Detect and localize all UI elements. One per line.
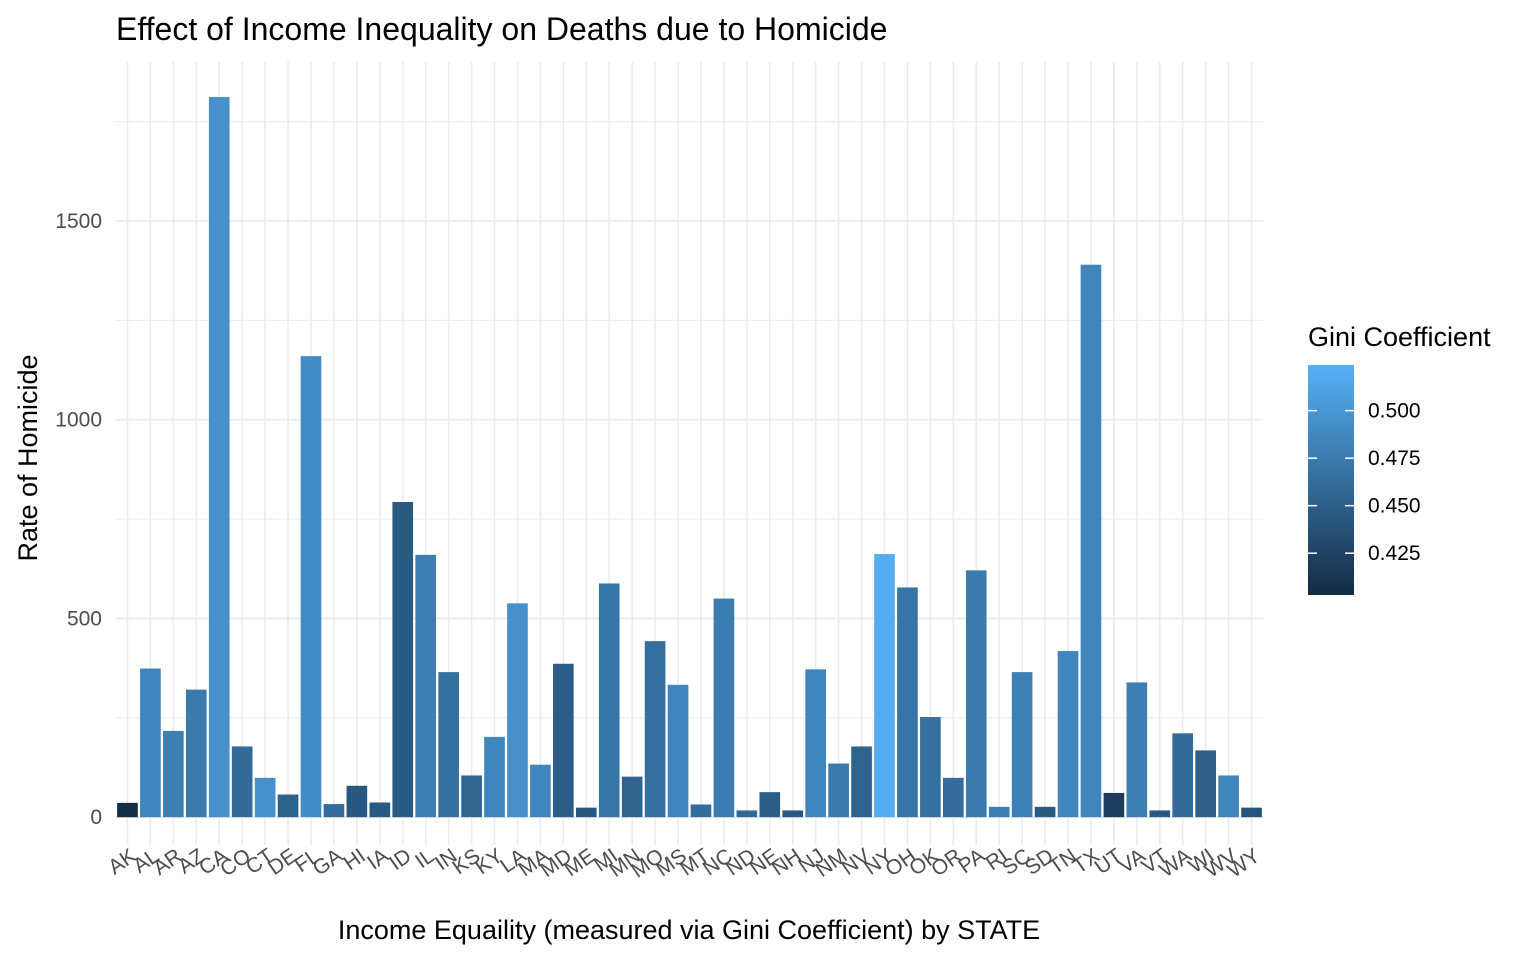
bar-NV	[851, 746, 872, 818]
legend-colorbar	[1308, 365, 1354, 595]
bar-TX	[1080, 264, 1102, 818]
y-axis-ticks: 0 500 1000 1500	[55, 210, 102, 829]
bar-VT	[1149, 810, 1171, 818]
bar-IA	[369, 802, 391, 818]
bar-SD	[1034, 806, 1056, 818]
bar-SC	[1011, 672, 1033, 818]
bar-WA	[1172, 733, 1194, 818]
bar-GA	[323, 804, 345, 818]
x-tick-label: ID	[385, 844, 415, 875]
legend: Gini Coefficient 0.425 0.450 0.475 0.500	[1308, 322, 1491, 595]
bar-NY	[874, 554, 895, 818]
legend-tick-label: 0.450	[1368, 495, 1421, 518]
bar-MI	[598, 583, 620, 818]
legend-tick-label: 0.425	[1368, 542, 1421, 565]
legend-tick-label: 0.500	[1368, 400, 1421, 423]
bar-MD	[553, 663, 574, 818]
bar-ME	[575, 807, 597, 818]
bar-WY	[1241, 807, 1262, 818]
bar-UT	[1103, 792, 1125, 818]
bar-KY	[484, 736, 505, 818]
bar-MA	[530, 764, 551, 818]
bar-MN	[621, 776, 643, 818]
bar-DE	[277, 794, 299, 818]
bar-CA	[208, 96, 230, 818]
bar-AK	[117, 802, 138, 818]
bar-OH	[897, 587, 918, 818]
bar-RI	[988, 806, 1010, 818]
x-axis-title: Income Equaility (measured via Gini Coef…	[338, 915, 1040, 945]
bar-FL	[300, 356, 322, 818]
bar-CO	[231, 746, 253, 818]
bars	[117, 96, 1262, 818]
bar-IN	[438, 672, 459, 818]
bar-KS	[461, 775, 482, 818]
y-tick-label: 1000	[55, 409, 102, 432]
bar-NE	[759, 792, 781, 818]
y-tick-label: 1500	[55, 210, 102, 233]
legend-title: Gini Coefficient	[1308, 322, 1491, 352]
bar-MT	[690, 804, 712, 818]
x-tick-label: PA	[954, 844, 989, 878]
bar-HI	[346, 785, 368, 818]
legend-ticks: 0.425 0.450 0.475 0.500	[1308, 400, 1421, 565]
bar-MO	[644, 641, 666, 818]
y-tick-label: 500	[67, 607, 102, 630]
bar-NJ	[805, 669, 826, 818]
bar-AR	[163, 730, 184, 818]
bar-NM	[828, 763, 849, 818]
bar-ND	[736, 810, 758, 818]
chart-title: Effect of Income Inequality on Deaths du…	[116, 11, 887, 47]
y-tick-label: 0	[90, 806, 102, 829]
bar-NC	[713, 598, 735, 818]
bar-WV	[1218, 775, 1239, 818]
bar-AL	[140, 668, 161, 818]
bar-PA	[965, 570, 987, 818]
bar-AZ	[185, 689, 207, 818]
bar-VA	[1126, 682, 1148, 818]
bar-OK	[920, 717, 941, 818]
bar-LA	[507, 603, 528, 818]
bar-TN	[1057, 651, 1079, 818]
bar-WI	[1195, 750, 1216, 818]
legend-tick-label: 0.475	[1368, 447, 1421, 470]
bar-IL	[415, 554, 437, 818]
bar-OR	[942, 777, 964, 818]
bar-MS	[667, 684, 689, 818]
bar-NH	[782, 810, 804, 818]
x-axis-ticks: AKALARAZCACOCTDEFLGAHIIAIDILINKSKYLAMAMD…	[104, 844, 1264, 882]
bar-CT	[254, 777, 276, 818]
y-axis-title: Rate of Homicide	[13, 354, 43, 561]
bar-ID	[392, 501, 414, 818]
